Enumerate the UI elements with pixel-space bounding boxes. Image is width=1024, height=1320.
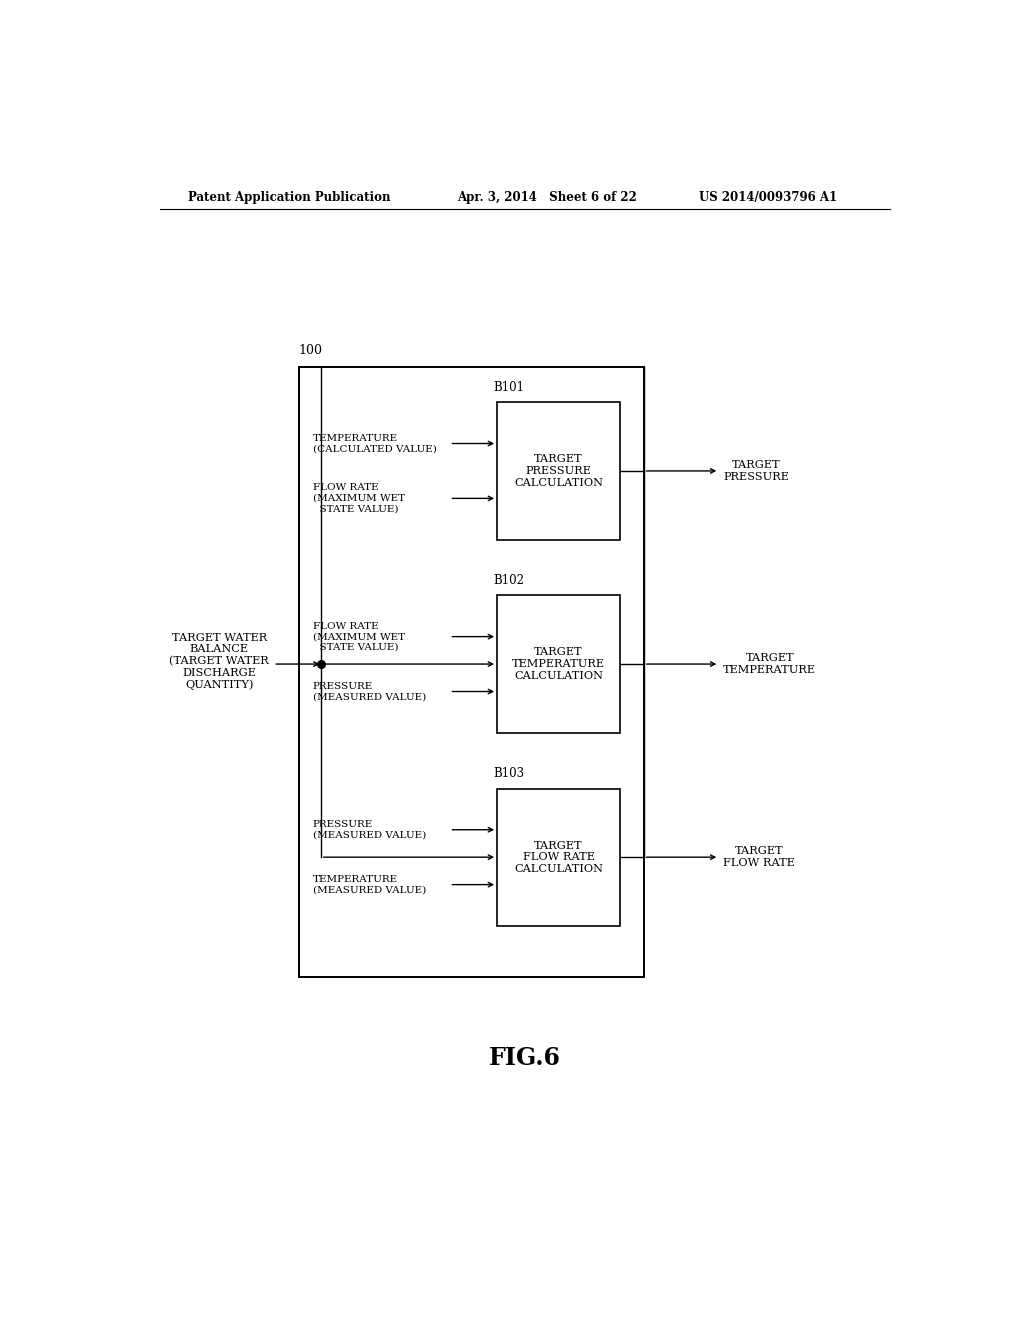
Text: B102: B102: [494, 574, 524, 587]
Text: TARGET
PRESSURE
CALCULATION: TARGET PRESSURE CALCULATION: [514, 454, 603, 487]
Text: TEMPERATURE
(MEASURED VALUE): TEMPERATURE (MEASURED VALUE): [313, 875, 426, 895]
Text: FLOW RATE
(MAXIMUM WET
  STATE VALUE): FLOW RATE (MAXIMUM WET STATE VALUE): [313, 622, 406, 652]
Text: Patent Application Publication: Patent Application Publication: [187, 190, 390, 203]
Text: TARGET
PRESSURE: TARGET PRESSURE: [723, 461, 790, 482]
Text: TARGET
TEMPERATURE: TARGET TEMPERATURE: [723, 653, 816, 675]
Bar: [299, 367, 644, 977]
Bar: [497, 403, 621, 540]
Text: 100: 100: [299, 343, 323, 356]
Bar: [497, 788, 621, 925]
Text: PRESSURE
(MEASURED VALUE): PRESSURE (MEASURED VALUE): [313, 820, 426, 840]
Text: FLOW RATE
(MAXIMUM WET
  STATE VALUE): FLOW RATE (MAXIMUM WET STATE VALUE): [313, 483, 406, 513]
Text: TARGET
FLOW RATE
CALCULATION: TARGET FLOW RATE CALCULATION: [514, 841, 603, 874]
Text: TARGET
FLOW RATE: TARGET FLOW RATE: [723, 846, 795, 869]
Text: TARGET
TEMPERATURE
CALCULATION: TARGET TEMPERATURE CALCULATION: [512, 647, 605, 681]
Text: Apr. 3, 2014   Sheet 6 of 22: Apr. 3, 2014 Sheet 6 of 22: [458, 190, 637, 203]
Text: B103: B103: [494, 767, 524, 780]
Text: PRESSURE
(MEASURED VALUE): PRESSURE (MEASURED VALUE): [313, 682, 426, 701]
Text: FIG.6: FIG.6: [488, 1045, 561, 1071]
Bar: [497, 595, 621, 733]
Text: B101: B101: [494, 381, 524, 395]
Text: TEMPERATURE
(CALCULATED VALUE): TEMPERATURE (CALCULATED VALUE): [313, 434, 437, 453]
Text: US 2014/0093796 A1: US 2014/0093796 A1: [699, 190, 838, 203]
Text: TARGET WATER
BALANCE
(TARGET WATER
DISCHARGE
QUANTITY): TARGET WATER BALANCE (TARGET WATER DISCH…: [169, 632, 269, 690]
